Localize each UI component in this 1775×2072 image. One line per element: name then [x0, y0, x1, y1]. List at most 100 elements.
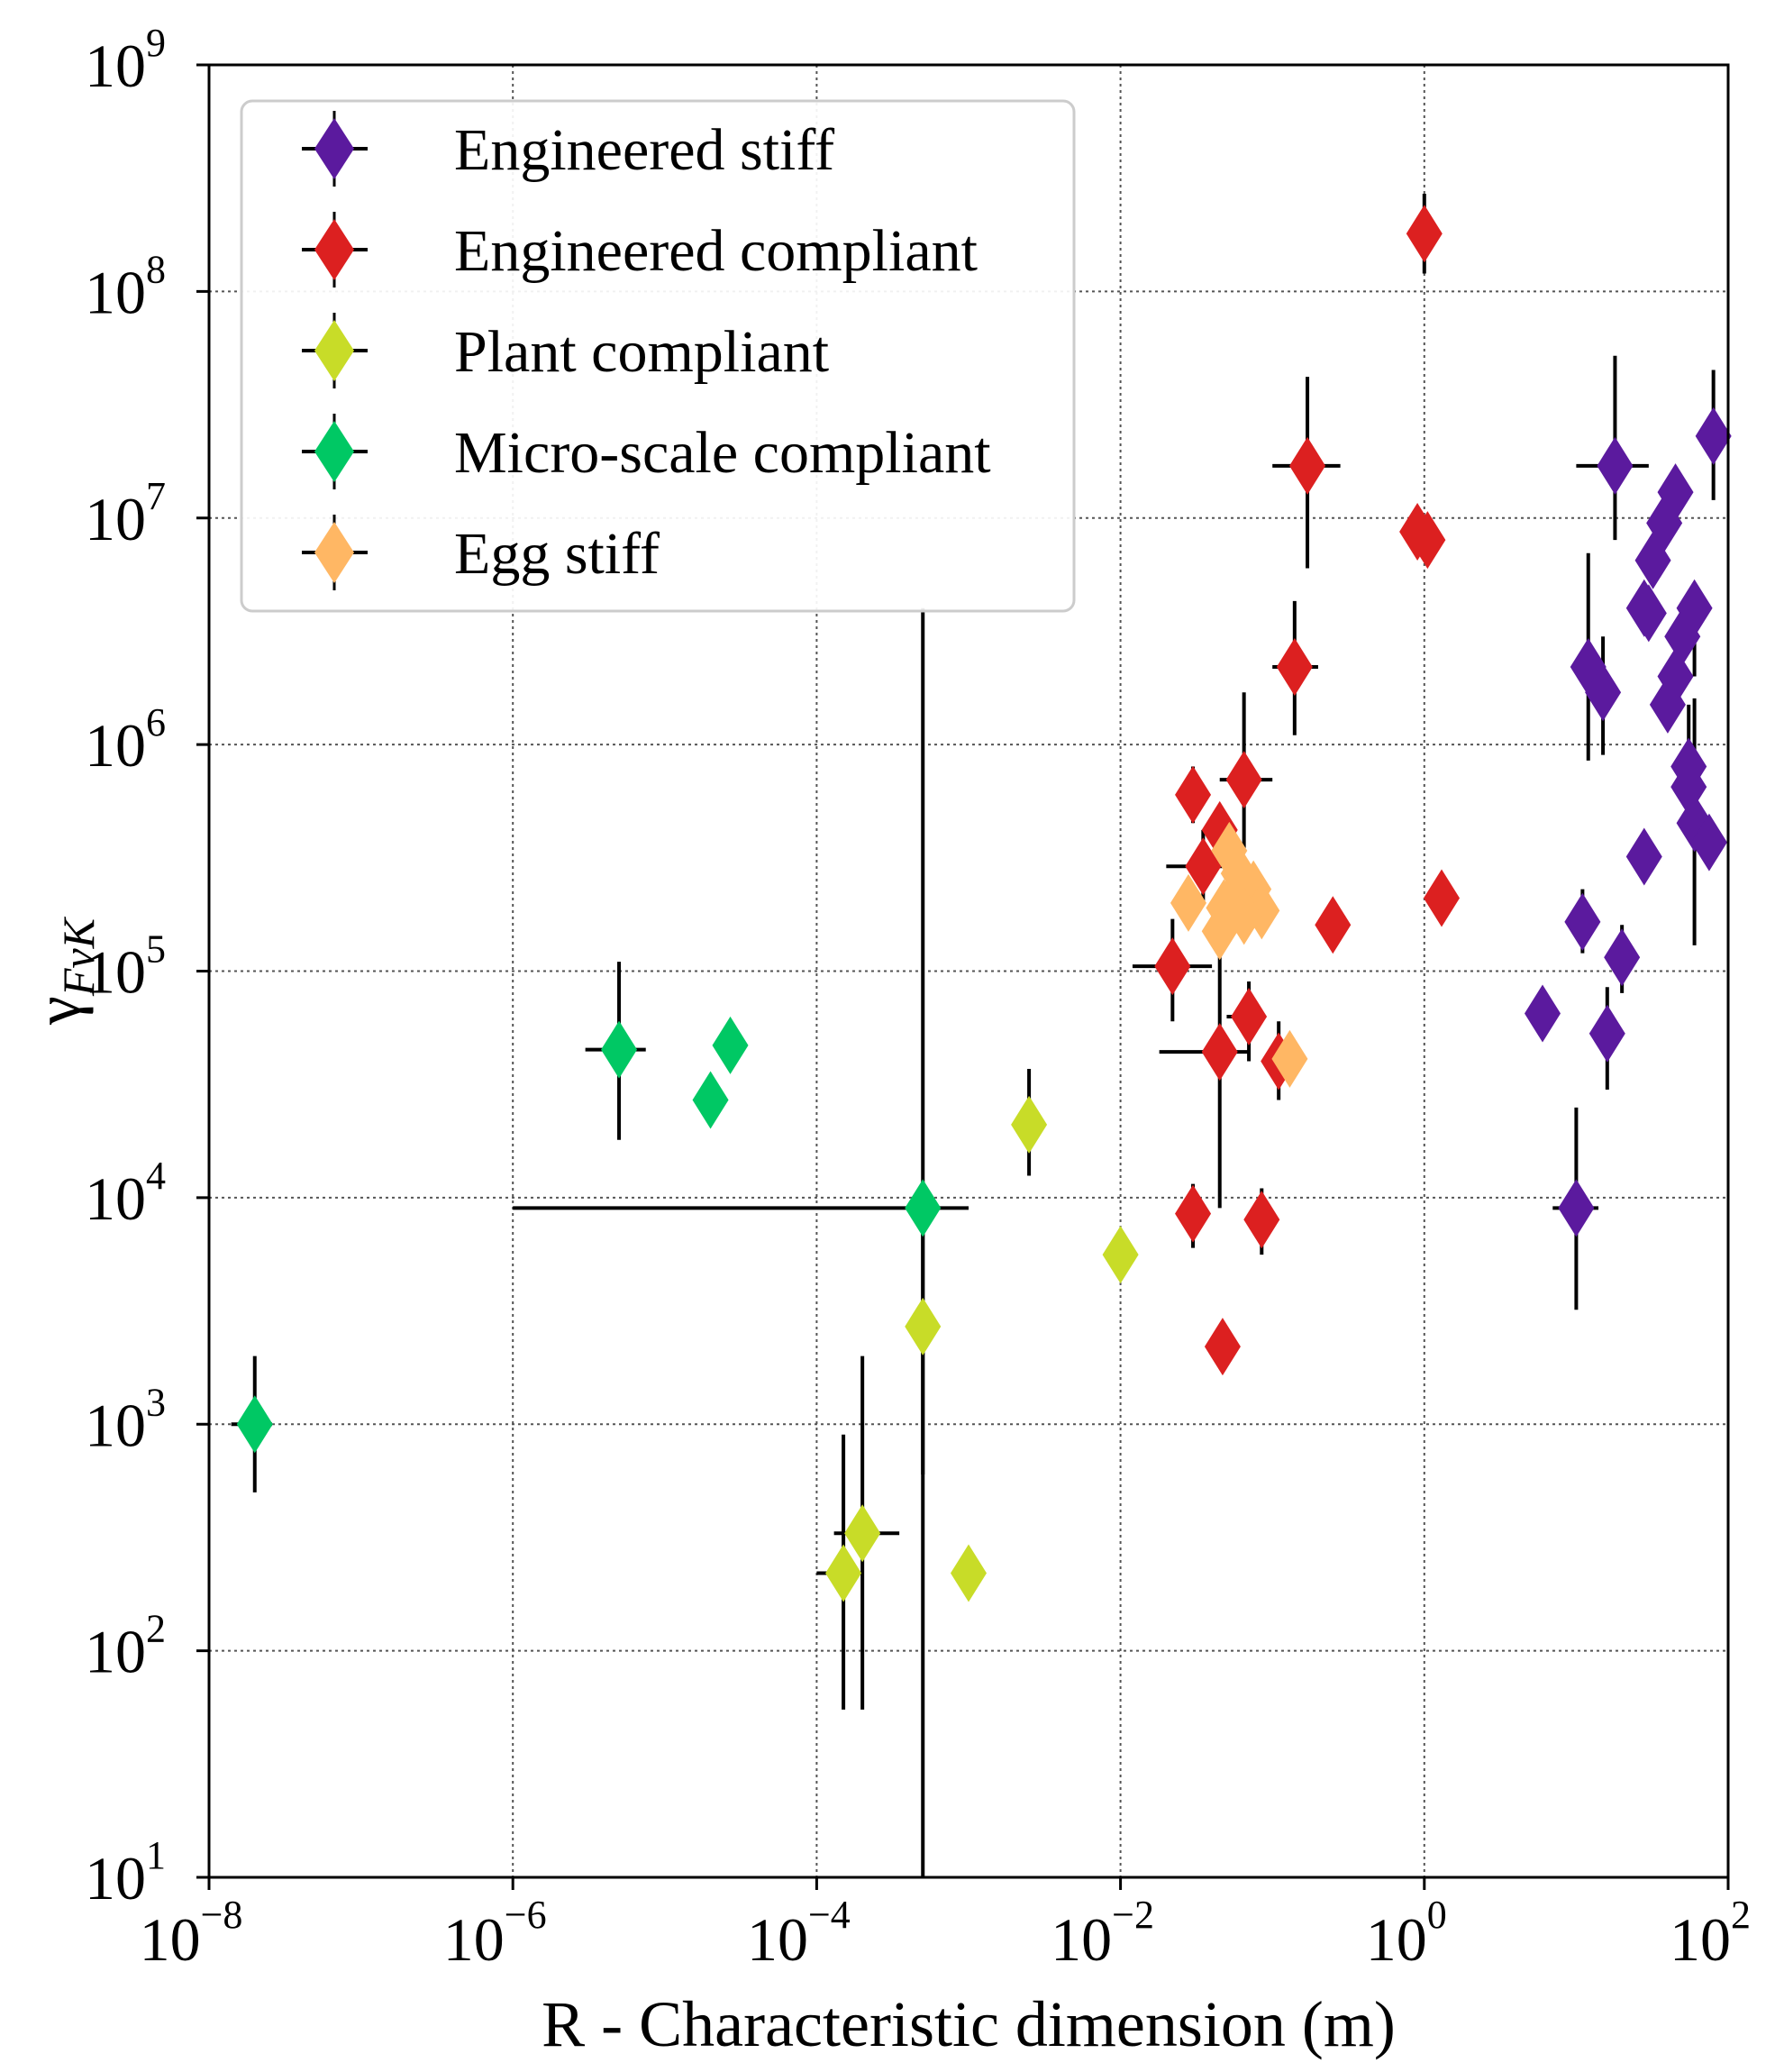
y-tick-label: 101: [85, 1833, 166, 1912]
x-tick-label-exp: −2: [1112, 1893, 1154, 1937]
y-axis-title-base: γ: [22, 996, 94, 1026]
y-tick-label-base: 10: [85, 485, 146, 553]
axis-ticks: [196, 63, 1730, 1890]
x-tick-label: 102: [1670, 1893, 1751, 1974]
engineered-stiff-point: [1690, 813, 1727, 872]
micro-scale-compliant-point: [692, 1071, 729, 1129]
legend-marker: [314, 118, 354, 179]
engineered-stiff-point: [1634, 531, 1671, 589]
x-axis-title: R - Characteristic dimension (m): [542, 1988, 1396, 2060]
engineered-stiff-point: [1695, 406, 1732, 465]
plant-compliant-point: [1011, 1095, 1048, 1154]
engineered-compliant-point: [1406, 205, 1443, 263]
x-tick-label-exp: −6: [505, 1893, 547, 1937]
engineered-compliant-point: [1175, 1184, 1212, 1243]
engineered-compliant-point: [1231, 987, 1268, 1045]
engineered-stiff-point: [1564, 892, 1601, 951]
legend-marker: [314, 522, 354, 583]
legend-label: Egg stiff: [454, 521, 660, 587]
y-tick-label: 108: [85, 247, 166, 326]
y-tick-label: 102: [85, 1607, 166, 1686]
legend-marker: [314, 421, 354, 482]
engineered-stiff-point: [1604, 928, 1641, 987]
y-tick-label: 107: [85, 474, 166, 553]
y-axis-title-sub: FvK: [53, 916, 104, 997]
engineered-compliant-point: [1225, 751, 1262, 809]
x-tick-label-base: 10: [140, 1905, 201, 1974]
engineered-compliant-point: [1154, 937, 1191, 996]
plant-compliant-point: [825, 1544, 862, 1602]
x-tick-label-base: 10: [1670, 1905, 1731, 1974]
y-tick-label-base: 10: [85, 1844, 146, 1912]
y-tick-label-exp: 7: [146, 474, 166, 518]
plant-compliant-point: [1102, 1226, 1139, 1284]
y-tick-label-base: 10: [85, 258, 146, 326]
engineered-stiff-point: [1588, 1004, 1625, 1063]
x-tick-label: 10−6: [443, 1893, 547, 1974]
micro-scale-compliant-point: [601, 1020, 638, 1079]
y-tick-label-base: 10: [85, 1618, 146, 1686]
engineered-compliant-point: [1243, 1191, 1280, 1249]
engineered-compliant-point: [1201, 1023, 1238, 1082]
y-tick-label: 103: [85, 1380, 166, 1459]
y-tick-label-exp: 1: [146, 1833, 166, 1877]
legend-entry-egg-stiff: Egg stiff: [302, 515, 660, 590]
y-tick-label: 104: [85, 1154, 166, 1233]
y-tick-label: 109: [85, 21, 166, 100]
data-points: [236, 205, 1732, 1602]
legend-marker: [314, 320, 354, 381]
x-tick-label-exp: 2: [1731, 1893, 1751, 1937]
y-tick-label-base: 10: [85, 938, 146, 1007]
x-tick-label-exp: −8: [201, 1893, 243, 1937]
engineered-stiff-point: [1625, 827, 1662, 886]
micro-scale-compliant-point: [712, 1016, 749, 1074]
x-tick-label-exp: −4: [808, 1893, 851, 1937]
engineered-stiff-point: [1524, 984, 1561, 1043]
y-tick-label-base: 10: [85, 1391, 146, 1459]
y-tick-label-exp: 8: [146, 247, 166, 291]
x-tick-label-base: 10: [747, 1905, 808, 1974]
y-tick-label-exp: 4: [146, 1154, 166, 1198]
legend-entry-micro-scale-compliant: Micro-scale compliant: [302, 414, 991, 489]
engineered-compliant-point: [1289, 436, 1326, 495]
engineered-stiff-point: [1649, 675, 1686, 734]
engineered-stiff-point: [1585, 663, 1622, 722]
x-tick-label: 10−4: [747, 1893, 851, 1974]
legend-entry-engineered-compliant: Engineered compliant: [302, 212, 978, 288]
x-tick-label-base: 10: [1051, 1905, 1112, 1974]
engineered-compliant-point: [1175, 765, 1212, 824]
y-tick-label: 106: [85, 700, 166, 780]
egg-stiff-point: [1206, 879, 1242, 937]
y-tick-label-base: 10: [85, 711, 146, 780]
micro-scale-compliant-point: [905, 1179, 942, 1237]
y-tick-label: 105: [85, 927, 166, 1007]
y-tick-label-exp: 9: [146, 21, 166, 65]
legend: Engineered stiff Engineered compliant Plan…: [240, 99, 1076, 613]
engineered-stiff-point: [1558, 1179, 1595, 1237]
x-tick-label-base: 10: [443, 1905, 505, 1974]
x-tick-label: 10−8: [140, 1893, 243, 1974]
x-tick-label-base: 10: [1366, 1905, 1427, 1974]
legend-label: Engineered stiff: [454, 117, 834, 183]
legend-entry-plant-compliant: Plant compliant: [302, 313, 829, 388]
legend-label: Engineered compliant: [454, 218, 978, 284]
legend-label: Plant compliant: [454, 319, 829, 385]
y-tick-label-base: 10: [85, 32, 146, 100]
y-tick-label-exp: 3: [146, 1380, 166, 1424]
engineered-compliant-point: [1424, 869, 1461, 927]
egg-stiff-point: [1170, 873, 1206, 932]
micro-scale-compliant-point: [236, 1395, 273, 1454]
legend-marker: [314, 219, 354, 280]
plant-compliant-point: [844, 1504, 881, 1563]
engineered-stiff-point: [1597, 436, 1634, 495]
egg-stiff-point: [1201, 902, 1238, 961]
engineered-stiff-point: [1630, 584, 1667, 643]
engineered-compliant-point: [1315, 896, 1352, 954]
engineered-compliant-point: [1276, 638, 1313, 697]
plant-compliant-point: [951, 1544, 987, 1602]
y-axis-title: γFvK: [22, 916, 104, 1026]
x-tick-labels: 10−8 10−6 10−4 10−2 100 102: [140, 1893, 1751, 1974]
engineered-compliant-point: [1409, 511, 1446, 570]
